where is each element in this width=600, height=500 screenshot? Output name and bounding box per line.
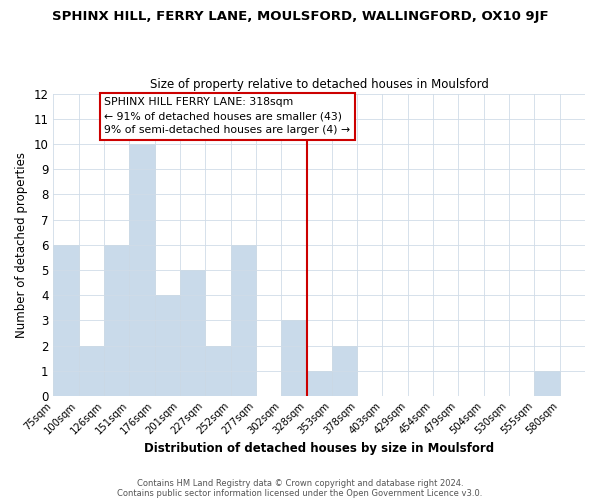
Text: Contains public sector information licensed under the Open Government Licence v3: Contains public sector information licen… bbox=[118, 488, 482, 498]
Bar bbox=[281, 320, 307, 396]
Text: SPHINX HILL, FERRY LANE, MOULSFORD, WALLINGFORD, OX10 9JF: SPHINX HILL, FERRY LANE, MOULSFORD, WALL… bbox=[52, 10, 548, 23]
Bar bbox=[180, 270, 205, 396]
Y-axis label: Number of detached properties: Number of detached properties bbox=[15, 152, 28, 338]
Bar bbox=[104, 245, 130, 396]
Bar bbox=[332, 346, 357, 396]
Bar bbox=[205, 346, 230, 396]
Bar bbox=[79, 346, 104, 396]
Bar bbox=[130, 144, 155, 396]
Text: SPHINX HILL FERRY LANE: 318sqm
← 91% of detached houses are smaller (43)
9% of s: SPHINX HILL FERRY LANE: 318sqm ← 91% of … bbox=[104, 98, 350, 136]
Title: Size of property relative to detached houses in Moulsford: Size of property relative to detached ho… bbox=[150, 78, 488, 91]
Bar bbox=[535, 371, 560, 396]
Bar bbox=[155, 295, 180, 396]
Bar bbox=[307, 371, 332, 396]
Text: Contains HM Land Registry data © Crown copyright and database right 2024.: Contains HM Land Registry data © Crown c… bbox=[137, 478, 463, 488]
Bar bbox=[53, 245, 79, 396]
X-axis label: Distribution of detached houses by size in Moulsford: Distribution of detached houses by size … bbox=[144, 442, 494, 455]
Bar bbox=[230, 245, 256, 396]
